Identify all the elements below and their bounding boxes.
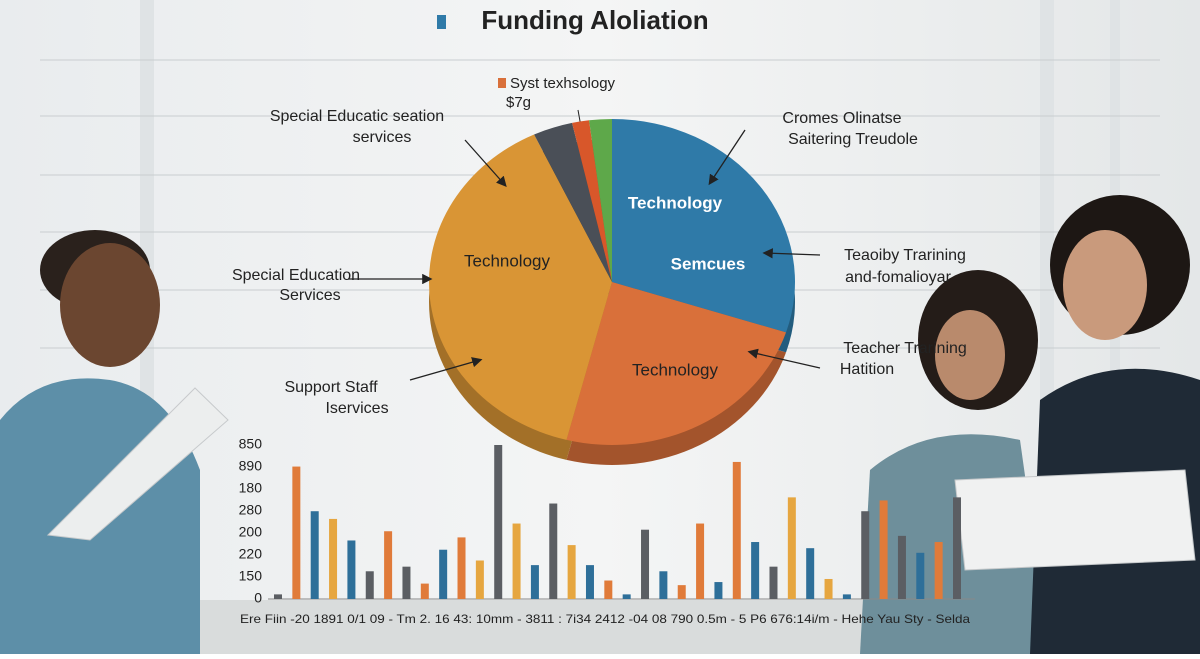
annotation-arrow bbox=[747, 348, 821, 369]
annotation: Special Education bbox=[232, 267, 360, 284]
annotation-arrow bbox=[409, 357, 483, 381]
bar bbox=[787, 497, 796, 599]
bar bbox=[530, 565, 539, 599]
bar bbox=[879, 500, 888, 599]
annotation-arrow bbox=[762, 248, 821, 259]
y-tick-label: 0 bbox=[254, 590, 262, 606]
legend-label: Syst texhsology bbox=[510, 75, 616, 92]
bar bbox=[402, 566, 411, 599]
legend-label: $7g bbox=[506, 94, 531, 111]
annotation-arrow bbox=[464, 139, 507, 187]
y-tick-label: 200 bbox=[239, 524, 263, 540]
y-tick-label: 220 bbox=[239, 546, 263, 562]
bar bbox=[384, 531, 393, 599]
pie-slice bbox=[572, 120, 612, 282]
bar bbox=[604, 580, 613, 599]
bar bbox=[274, 594, 282, 599]
slice-label: Semcues bbox=[671, 254, 746, 273]
slice-label: Technology bbox=[632, 360, 719, 379]
bar bbox=[347, 540, 356, 599]
bar bbox=[732, 461, 741, 599]
bar bbox=[494, 445, 503, 599]
bar bbox=[953, 497, 961, 599]
bar bbox=[292, 466, 301, 599]
bar bbox=[329, 518, 338, 599]
bar bbox=[751, 542, 760, 599]
slice-label: Technology bbox=[464, 251, 551, 270]
annotation: services bbox=[353, 129, 412, 146]
bar bbox=[439, 549, 448, 599]
x-axis-text: Ere Fiin -20 1891 0/1 09 - Tm 2. 16 43: … bbox=[240, 612, 970, 626]
annotation: Cromes Olinatse bbox=[782, 110, 901, 127]
bar bbox=[457, 537, 466, 599]
annotation: Services bbox=[279, 287, 340, 304]
bar bbox=[861, 511, 870, 599]
bar bbox=[659, 571, 668, 599]
bar bbox=[585, 565, 594, 599]
annotation: Hatition bbox=[840, 361, 894, 378]
bar bbox=[824, 578, 833, 599]
bar bbox=[567, 545, 576, 599]
bar bbox=[897, 535, 906, 599]
title-marker bbox=[437, 15, 446, 29]
bar bbox=[842, 594, 851, 599]
bar bbox=[641, 529, 650, 599]
bar bbox=[916, 552, 925, 599]
bar bbox=[549, 503, 558, 599]
annotation: and-fomalioyar bbox=[845, 269, 952, 286]
pie-slice bbox=[589, 119, 612, 282]
bar bbox=[622, 594, 631, 599]
bar bbox=[769, 566, 778, 599]
chart-title: Funding Aloliation bbox=[481, 5, 708, 35]
y-tick-label: 280 bbox=[239, 502, 263, 518]
annotation-arrow bbox=[708, 129, 746, 186]
legend-swatch bbox=[498, 78, 506, 88]
annotation: Special Educatic seation bbox=[270, 108, 444, 125]
pie-slice bbox=[534, 122, 612, 282]
bar bbox=[677, 585, 686, 599]
bar bbox=[475, 560, 484, 599]
annotation: Iservices bbox=[325, 400, 388, 417]
annotation: Teacher Trarining bbox=[843, 340, 967, 357]
pie-slice bbox=[612, 119, 795, 333]
bar bbox=[714, 582, 723, 599]
y-tick-label: 850 bbox=[239, 436, 263, 452]
slice-label: Technology bbox=[628, 193, 723, 212]
bar bbox=[696, 523, 705, 599]
person-right bbox=[954, 195, 1200, 654]
bar bbox=[310, 511, 319, 599]
y-tick-label: 150 bbox=[239, 568, 263, 584]
annotation: Support Staff bbox=[284, 379, 378, 396]
bar bbox=[420, 583, 429, 599]
bar bbox=[512, 523, 521, 599]
pie-slice bbox=[566, 282, 787, 445]
annotation: Teaoiby Trarining bbox=[844, 247, 966, 264]
bar bbox=[806, 548, 815, 599]
y-tick-label: 890 bbox=[239, 458, 263, 474]
y-tick-label: 180 bbox=[239, 480, 263, 496]
bar bbox=[934, 542, 943, 599]
annotation: Saitering Treudole bbox=[788, 131, 918, 148]
person-left bbox=[0, 230, 229, 654]
bar bbox=[365, 571, 374, 599]
